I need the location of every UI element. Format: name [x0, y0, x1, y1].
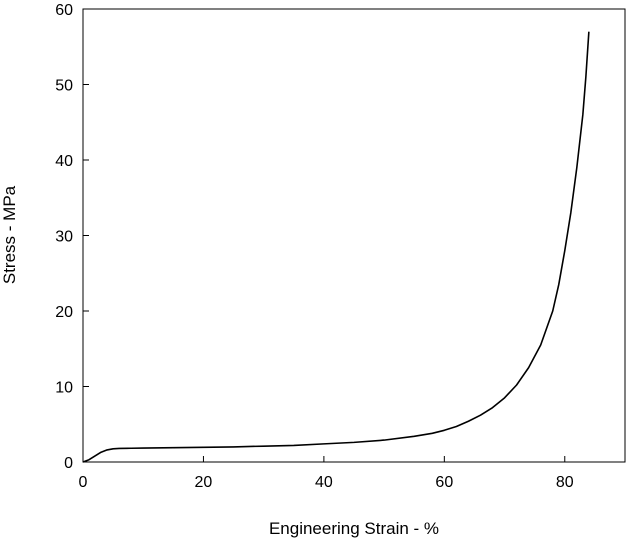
- y-tick-label: 30: [55, 229, 73, 246]
- x-tick-label: 60: [435, 474, 453, 491]
- y-tick-label: 20: [55, 304, 73, 321]
- plot-frame: [82, 8, 626, 463]
- y-tick-label: 0: [64, 455, 73, 472]
- x-tick-label: 80: [556, 474, 574, 491]
- x-tick-label: 40: [315, 474, 333, 491]
- y-tick-label: 50: [55, 78, 73, 95]
- x-axis-label: Engineering Strain - %: [269, 519, 439, 538]
- y-axis-ticks: 0 10 20 30 40 50 60: [55, 2, 89, 472]
- y-axis-label: Stress - MPa: [0, 185, 19, 284]
- x-tick-label: 0: [79, 474, 88, 491]
- x-tick-label: 20: [195, 474, 213, 491]
- x-axis-ticks: 0 20 40 60 80: [79, 456, 574, 491]
- stress-strain-curve: [82, 31, 590, 463]
- y-tick-label: 40: [55, 153, 73, 170]
- y-tick-label: 60: [55, 2, 73, 19]
- y-tick-label: 10: [55, 380, 73, 397]
